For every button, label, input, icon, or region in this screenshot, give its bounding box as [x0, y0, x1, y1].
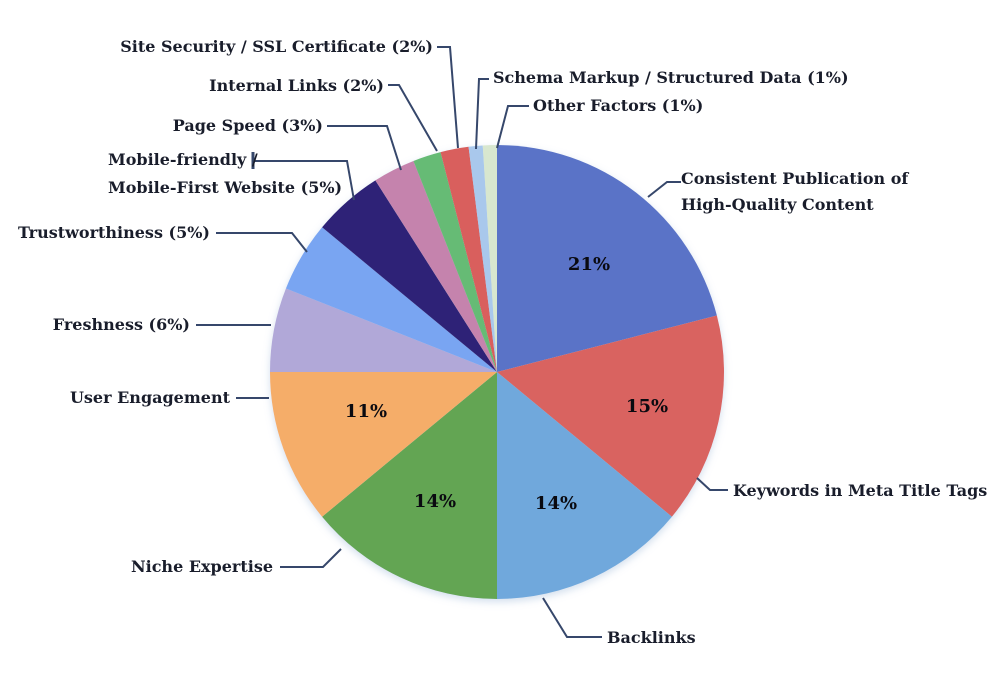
pie-slice-internal-links — [413, 152, 497, 372]
pie-slice-user-engagement — [270, 372, 497, 517]
pie-slice-site-security — [440, 146, 497, 372]
pie-slice-page-speed — [375, 160, 497, 372]
slice-label-site-security: Site Security / SSL Certificate (2%) — [120, 37, 433, 56]
slice-label-backlinks: Backlinks — [607, 628, 696, 647]
slice-label-consistent-line2: High-Quality Content — [681, 195, 874, 214]
leader-line-keywords — [696, 477, 728, 491]
leader-lines-group — [196, 46, 728, 638]
slice-percent-consistent: 21% — [568, 254, 610, 275]
leader-line-niche — [280, 548, 342, 568]
slice-percent-user-engagement: 11% — [345, 401, 387, 422]
slice-label-internal-links: Internal Links (2%) — [209, 76, 384, 95]
leader-line-schema — [475, 78, 489, 150]
pie-slice-freshness — [270, 288, 497, 372]
pie-slice-backlinks — [497, 372, 672, 599]
slice-label-user-engagement: User Engagement — [70, 388, 231, 407]
slice-label-niche: Niche Expertise — [131, 557, 273, 576]
slice-label-schema: Schema Markup / Structured Data (1%) — [493, 68, 849, 87]
labels-group: 21% Consistent Publication of High-Quality… — [18, 37, 987, 647]
pie-slice-other — [482, 145, 497, 372]
pie-slice-niche — [322, 372, 497, 599]
slice-percent-keywords: 15% — [626, 396, 668, 417]
slice-percent-niche: 14% — [414, 491, 456, 512]
slice-label-mobile-line1: Mobile-friendly / — [108, 150, 258, 169]
pie-slice-mobile — [322, 180, 497, 372]
pie-slice-trustworthiness — [285, 227, 497, 372]
slice-label-keywords: Keywords in Meta Title Tags — [733, 481, 987, 500]
pie-slice-schema — [468, 145, 497, 372]
pie-slice-keywords — [497, 315, 725, 517]
pie-slices-group — [270, 145, 725, 599]
slice-label-freshness: Freshness (6%) — [53, 315, 190, 334]
leader-line-consistent — [647, 181, 681, 198]
slice-label-trustworthiness: Trustworthiness (5%) — [18, 223, 210, 242]
slice-label-other: Other Factors (1%) — [533, 96, 703, 115]
leader-line-internal-links — [388, 84, 438, 152]
slice-label-mobile-line2: Mobile-First Website (5%) — [108, 178, 342, 197]
leader-line-backlinks — [542, 597, 602, 638]
leader-line-page-speed — [327, 125, 402, 171]
pie-slice-consistent — [497, 145, 717, 372]
slice-label-consistent-line1: Consistent Publication of — [681, 169, 909, 188]
leader-line-mobile — [254, 160, 355, 201]
leader-line-trustworthiness — [216, 232, 308, 253]
slice-percent-backlinks: 14% — [535, 493, 577, 514]
slice-label-page-speed: Page Speed (3%) — [173, 116, 323, 135]
leader-line-other — [496, 105, 529, 149]
leader-line-site-security — [437, 46, 459, 149]
